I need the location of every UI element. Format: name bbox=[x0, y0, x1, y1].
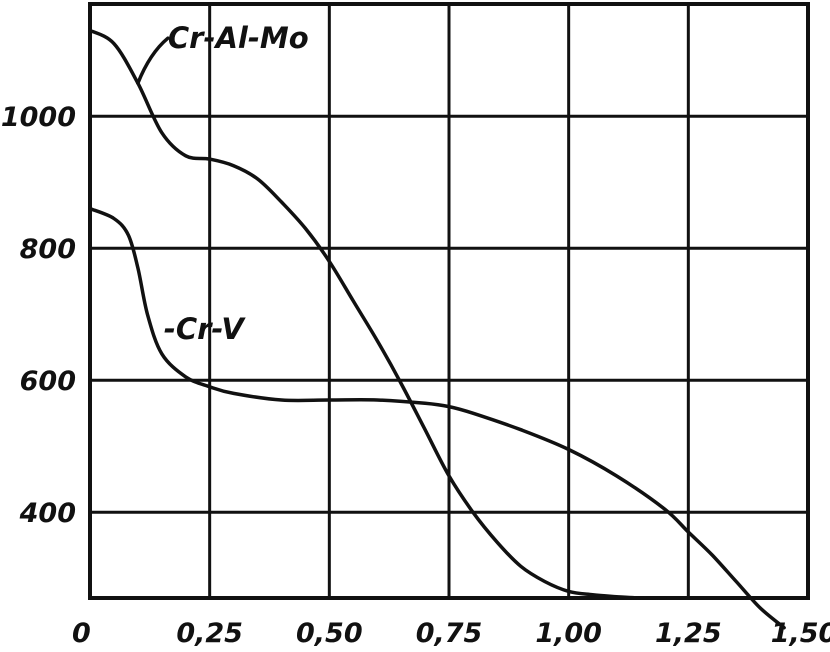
series-line-cr-v bbox=[88, 206, 786, 630]
grid-lines bbox=[90, 4, 808, 598]
y-tick-labels: 400 600 800 1000 bbox=[1, 102, 76, 529]
series-labels: Cr-Al-Mo -Cr-V bbox=[136, 21, 309, 346]
y-tick-label: 800 bbox=[20, 234, 76, 265]
y-tick-label: 600 bbox=[20, 366, 76, 397]
x-tick-label: 0,50 bbox=[296, 618, 363, 649]
series-label: -Cr-V bbox=[164, 312, 247, 346]
y-tick-label: 400 bbox=[19, 498, 76, 529]
y-tick-label: 1000 bbox=[1, 102, 76, 133]
series-lines bbox=[88, 28, 786, 630]
x-tick-label: 0 bbox=[72, 618, 91, 649]
x-tick-label: 0,75 bbox=[416, 618, 483, 649]
series-label: Cr-Al-Mo bbox=[168, 21, 309, 55]
series-line-cr-al-mo bbox=[88, 28, 667, 600]
x-tick-label: 1,00 bbox=[535, 618, 602, 649]
x-tick-labels: 00,250,500,751,001,251,50 bbox=[72, 618, 830, 649]
x-tick-label: 1,25 bbox=[655, 618, 722, 649]
x-tick-label: 0,25 bbox=[176, 618, 243, 649]
plot-frame bbox=[88, 2, 810, 600]
series-label-leader bbox=[136, 36, 170, 85]
